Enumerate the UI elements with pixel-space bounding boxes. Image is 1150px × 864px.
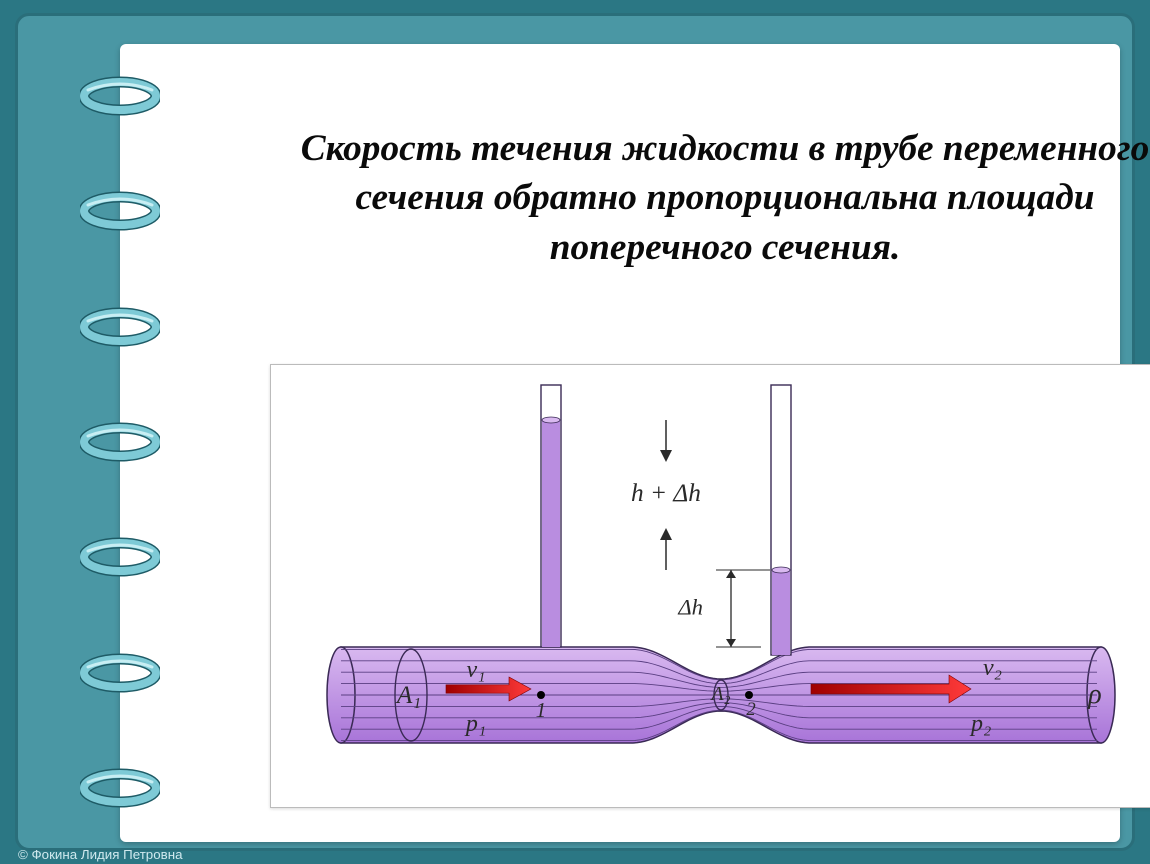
svg-text:Δh: Δh (677, 595, 703, 620)
svg-text:2: 2 (746, 699, 755, 720)
headline-text: Скорость течения жидкости в трубе переме… (290, 124, 1150, 272)
ring-icon (80, 72, 160, 120)
manometer-left (541, 385, 561, 647)
ring-icon (80, 418, 160, 466)
svg-text:p₂: p₂ (969, 711, 991, 737)
svg-text:A₁: A₁ (395, 681, 421, 709)
dimension-dh: Δh (677, 570, 770, 647)
ring-icon (80, 649, 160, 697)
dimension-h-plus-dh: h + Δh (562, 420, 726, 570)
slide-inner-frame: Скорость течения жидкости в трубе переме… (15, 13, 1135, 851)
slide-outer: Скорость течения жидкости в трубе переме… (0, 0, 1150, 864)
ring-icon (80, 303, 160, 351)
point-2 (745, 691, 753, 699)
ring-icon (80, 533, 160, 581)
manometer-right (771, 385, 791, 655)
svg-text:1: 1 (536, 698, 547, 722)
svg-text:v₁: v₁ (467, 657, 486, 683)
svg-text:A₂: A₂ (709, 683, 730, 705)
svg-text:h + Δh: h + Δh (631, 479, 701, 507)
venturi-diagram: h + Δh Δh A₁ v₁ p₁ 1 A₂ 2 v₂ p₂ ρ (270, 364, 1150, 808)
ring-icon (80, 764, 160, 812)
spiral-rings (80, 72, 160, 812)
paper-sheet: Скорость течения жидкости в трубе переме… (120, 44, 1120, 842)
copyright-text: © Фокина Лидия Петровна (18, 847, 183, 862)
ring-icon (80, 187, 160, 235)
svg-text:p₁: p₁ (464, 711, 486, 737)
svg-text:v₂: v₂ (983, 655, 1002, 681)
diagram-svg: h + Δh Δh A₁ v₁ p₁ 1 A₂ 2 v₂ p₂ ρ (271, 365, 1150, 807)
svg-text:ρ: ρ (1087, 679, 1101, 710)
